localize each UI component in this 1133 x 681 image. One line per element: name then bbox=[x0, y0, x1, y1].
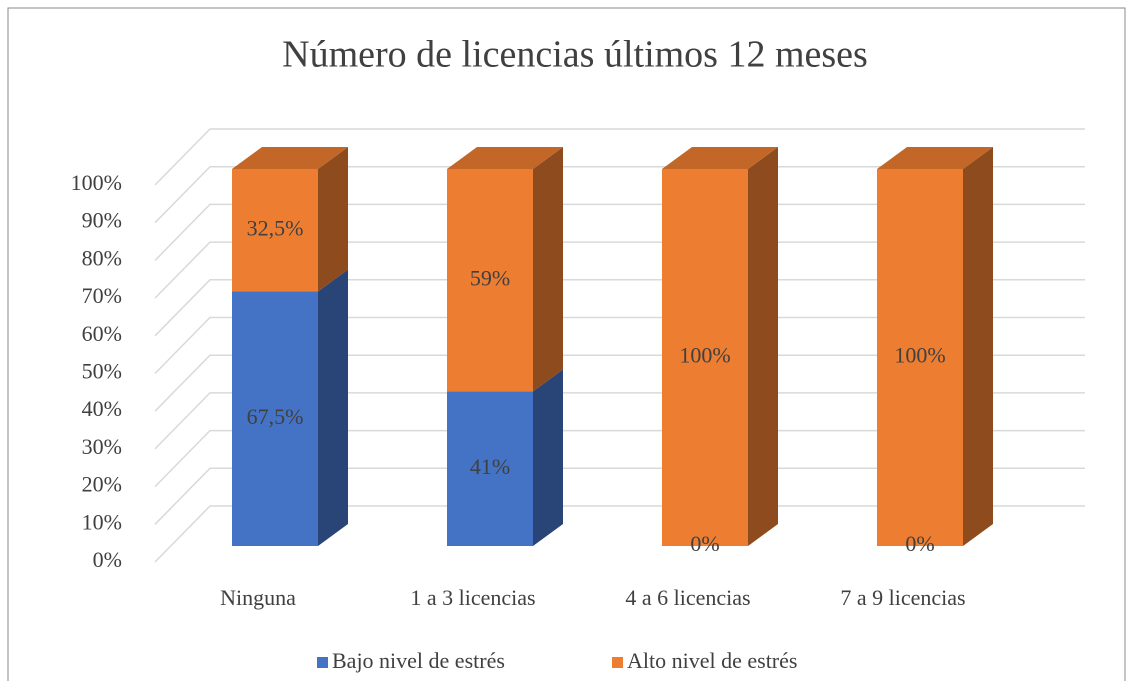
bar-segment bbox=[447, 391, 533, 546]
x-tick-label: Ninguna bbox=[220, 585, 296, 610]
bar-side bbox=[748, 147, 778, 546]
bar-side bbox=[318, 269, 348, 546]
bar-top bbox=[447, 147, 563, 169]
grid-line bbox=[154, 467, 1085, 525]
bar-side bbox=[318, 147, 348, 292]
x-tick-label: 7 a 9 licencias bbox=[840, 585, 965, 610]
data-label: 59% bbox=[470, 265, 510, 290]
y-tick-label: 10% bbox=[82, 509, 122, 534]
legend-label: Bajo nivel de estrés bbox=[332, 648, 505, 673]
grid-line bbox=[154, 392, 1085, 450]
data-label: 67,5% bbox=[247, 404, 304, 429]
grid-line bbox=[154, 128, 1085, 186]
legend-label: Alto nivel de estrés bbox=[627, 648, 797, 673]
bar-top bbox=[232, 147, 348, 169]
bar-segment bbox=[877, 169, 963, 546]
data-label: 100% bbox=[679, 343, 730, 368]
bar-side bbox=[533, 369, 563, 546]
y-tick-label: 50% bbox=[82, 359, 122, 384]
bar-top bbox=[662, 147, 778, 169]
data-label: 100% bbox=[894, 343, 945, 368]
bar-segment bbox=[662, 169, 748, 546]
legend-swatch bbox=[612, 657, 623, 668]
y-tick-label: 40% bbox=[82, 396, 122, 421]
y-tick-label: 90% bbox=[82, 208, 122, 233]
chart-title: Número de licencias últimos 12 meses bbox=[282, 34, 868, 76]
y-tick-label: 0% bbox=[93, 547, 122, 572]
data-label: 32,5% bbox=[247, 215, 304, 240]
grid-line bbox=[154, 241, 1085, 299]
grid-line bbox=[154, 505, 1085, 563]
bar-side bbox=[533, 147, 563, 392]
bar-side bbox=[963, 147, 993, 546]
bar-segment bbox=[232, 291, 318, 546]
grid-line bbox=[154, 354, 1085, 412]
bar-segment bbox=[447, 169, 533, 392]
data-label: 0% bbox=[690, 531, 719, 556]
grid-line bbox=[154, 429, 1085, 488]
x-tick-label: 4 a 6 licencias bbox=[625, 585, 750, 610]
grid-line bbox=[154, 165, 1085, 224]
y-tick-label: 70% bbox=[82, 283, 122, 308]
bar-top bbox=[877, 147, 993, 169]
y-tick-label: 30% bbox=[82, 434, 122, 459]
x-tick-label: 1 a 3 licencias bbox=[410, 585, 535, 610]
bar-segment bbox=[232, 169, 318, 292]
data-label: 41% bbox=[470, 454, 510, 479]
y-tick-label: 80% bbox=[82, 245, 122, 270]
y-tick-label: 60% bbox=[82, 321, 122, 346]
data-label: 0% bbox=[905, 531, 934, 556]
grid-line bbox=[154, 203, 1085, 261]
grid-line bbox=[154, 279, 1085, 337]
legend-swatch bbox=[317, 657, 328, 668]
grid-line bbox=[154, 316, 1085, 375]
y-tick-label: 100% bbox=[71, 170, 122, 195]
y-tick-label: 20% bbox=[82, 472, 122, 497]
